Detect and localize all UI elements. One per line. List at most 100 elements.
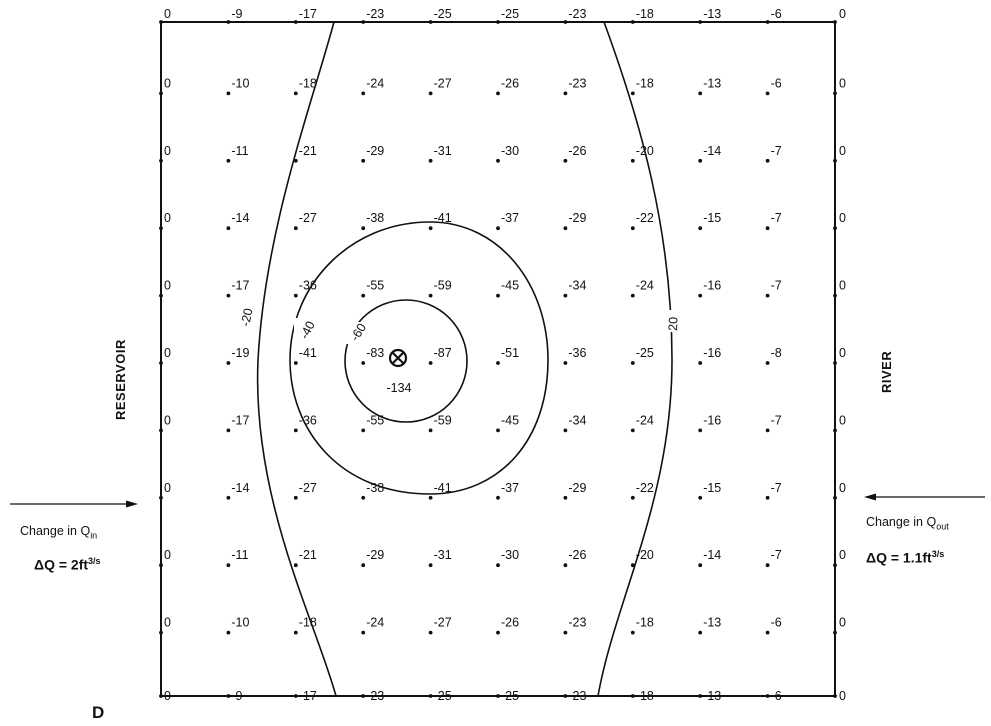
grid-node <box>159 158 163 163</box>
grid-node <box>630 495 635 500</box>
grid-node <box>630 293 635 298</box>
grid-value: -41 <box>299 346 317 360</box>
grid-value: -55 <box>366 413 384 427</box>
grid-value: -16 <box>703 279 721 293</box>
grid-node <box>563 226 568 231</box>
grid-node <box>496 563 500 568</box>
outflow-label: Change in Qout <box>866 515 949 532</box>
grid-value: -25 <box>434 7 452 21</box>
grid-node <box>496 361 500 365</box>
grid-value: -23 <box>568 7 586 21</box>
grid-node <box>293 293 298 298</box>
grid-value: -19 <box>231 346 249 360</box>
grid-value: -36 <box>299 279 317 293</box>
grid-node <box>293 428 298 433</box>
grid-value: -25 <box>501 7 519 21</box>
grid-node <box>563 495 568 500</box>
grid-value: 0 <box>839 616 846 630</box>
grid-value: -11 <box>231 144 248 158</box>
grid-node <box>765 563 770 568</box>
contour-label: -20 <box>238 307 255 328</box>
grid-node <box>226 428 231 433</box>
grid-value: -25 <box>434 689 452 703</box>
grid-node <box>496 293 500 298</box>
grid-node <box>428 158 433 163</box>
grid-value: -25 <box>636 346 654 360</box>
grid-value: -23 <box>568 689 586 703</box>
grid-value: -25 <box>501 689 519 703</box>
grid-nodes: 0 -9 -17 -23 -25 -25 -23 -18 -13 -6 0 0 -10 -18 -24 -27… <box>159 7 846 703</box>
grid-node <box>361 495 366 500</box>
grid-value: -29 <box>568 211 586 225</box>
grid-value: -6 <box>771 616 782 630</box>
grid-value: -34 <box>568 413 586 427</box>
grid-node <box>563 694 568 698</box>
grid-node <box>630 694 635 698</box>
grid-value: -18 <box>636 76 654 90</box>
grid-node <box>833 20 837 24</box>
grid-value: -26 <box>568 548 586 562</box>
grid-value: -83 <box>366 346 384 360</box>
grid-node <box>159 495 163 500</box>
grid-value: 0 <box>164 7 171 21</box>
grid-node <box>428 495 433 500</box>
grid-value: -7 <box>771 548 782 562</box>
grid-value: 0 <box>839 279 846 293</box>
grid-node <box>630 20 635 24</box>
grid-node <box>226 91 231 96</box>
contour-minus-20-left <box>256 21 337 697</box>
contour-lines <box>256 21 673 697</box>
grid-node <box>226 694 231 698</box>
grid-value: -26 <box>568 144 586 158</box>
grid-value: 0 <box>164 689 171 703</box>
grid-node <box>361 226 366 231</box>
inflow-arrow <box>10 500 138 508</box>
grid-value: -18 <box>636 7 654 21</box>
grid-value: -14 <box>703 548 721 562</box>
grid-value: 0 <box>164 481 171 495</box>
grid-value: -22 <box>636 211 654 225</box>
grid-value: -87 <box>434 346 452 360</box>
grid-value: -24 <box>636 413 654 427</box>
grid-value: -21 <box>299 548 317 562</box>
grid-value: -30 <box>501 144 519 158</box>
well-drawdown-value: -134 <box>386 381 411 395</box>
grid-value: -26 <box>501 76 519 90</box>
grid-node <box>428 226 433 231</box>
grid-value: 0 <box>839 211 846 225</box>
grid-value: -34 <box>568 279 586 293</box>
grid-value: -23 <box>568 616 586 630</box>
grid-value: -14 <box>231 211 249 225</box>
grid-value: 0 <box>164 279 171 293</box>
grid-node <box>361 20 366 24</box>
grid-value: -6 <box>771 689 782 703</box>
grid-value: -24 <box>366 76 384 90</box>
grid-value: -45 <box>501 413 519 427</box>
grid-node <box>698 20 703 24</box>
grid-node <box>765 361 770 365</box>
grid-node <box>765 428 770 433</box>
grid-value: 0 <box>164 616 171 630</box>
grid-value: -29 <box>568 481 586 495</box>
grid-node <box>496 20 500 24</box>
grid-value: -13 <box>703 689 721 703</box>
grid-node <box>630 226 635 231</box>
grid-value: -41 <box>434 481 452 495</box>
grid-value: -45 <box>501 279 519 293</box>
grid-value: 0 <box>839 7 846 21</box>
grid-node <box>361 293 366 298</box>
grid-value: -38 <box>366 211 384 225</box>
grid-value: 0 <box>164 548 171 562</box>
grid-node <box>833 158 837 163</box>
model-boundary <box>160 21 836 697</box>
grid-node <box>159 361 163 365</box>
grid-value: -59 <box>434 413 452 427</box>
grid-node <box>765 495 770 500</box>
grid-node <box>563 158 568 163</box>
grid-value: -15 <box>703 211 721 225</box>
grid-node <box>563 563 568 568</box>
grid-node <box>496 428 500 433</box>
grid-node <box>765 20 770 24</box>
grid-value: -29 <box>366 144 384 158</box>
grid-node <box>293 226 298 231</box>
